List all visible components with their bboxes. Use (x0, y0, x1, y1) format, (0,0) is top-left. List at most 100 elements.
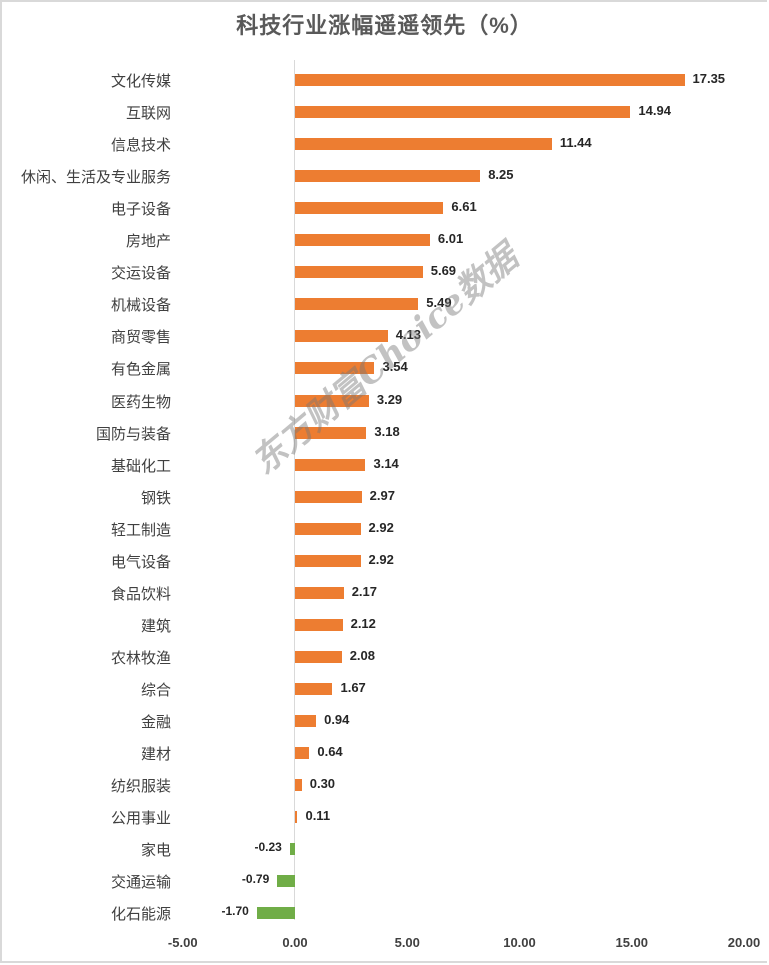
bar-positive (295, 522, 361, 535)
data-label: 2.17 (351, 583, 378, 599)
data-label: 11.44 (559, 135, 592, 151)
category-label: 电子设备 (110, 201, 171, 219)
bar-row: 轻工制造 2.92 (0, 513, 769, 545)
bar-row: 基础化工 3.14 (0, 449, 769, 481)
bar-row: 化石能源 -1.70 (0, 897, 769, 929)
category-label: 金融 (140, 714, 171, 731)
data-label: 0.64 (317, 744, 343, 760)
x-tick-label: -5.00 (167, 935, 198, 950)
category-label: 商贸零售 (110, 329, 171, 347)
zero-axis-line (294, 60, 295, 920)
data-label: 3.18 (374, 423, 400, 439)
bar-positive (295, 682, 333, 695)
data-label: 1.67 (340, 679, 366, 695)
category-label: 交运设备 (110, 265, 171, 283)
bar-row: 纺织服装 0.30 (0, 769, 769, 801)
category-label: 家电 (140, 842, 171, 860)
category-label: 国防与装备 (95, 425, 171, 443)
data-label: 4.13 (395, 327, 422, 343)
bar-positive (295, 330, 388, 343)
bar-row: 钢铁 2.97 (0, 481, 769, 513)
data-label: 0.11 (305, 808, 331, 824)
bar-positive (295, 298, 419, 311)
bar-row: 交通运输 -0.79 (0, 865, 769, 897)
category-label: 电气设备 (110, 553, 171, 571)
category-label: 化石能源 (110, 906, 171, 924)
bar-row: 医药生物 3.29 (0, 385, 769, 417)
bar-positive (295, 458, 366, 471)
bar-row: 建材 0.64 (0, 737, 769, 769)
category-label: 纺织服装 (110, 778, 171, 796)
data-label: 0.94 (324, 712, 350, 727)
category-label: 农林牧渔 (110, 649, 171, 667)
category-label: 文化传媒 (110, 73, 171, 90)
bar-row: 信息技术 11.44 (0, 128, 769, 160)
bar-row: 有色金属 3.54 (0, 352, 769, 384)
bar-row: 食品饮料 2.17 (0, 577, 769, 609)
bar-row: 公用事业 0.11 (0, 801, 769, 833)
bar-row: 建筑 2.12 (0, 609, 769, 641)
bar-positive (295, 362, 375, 375)
data-label: 3.14 (373, 455, 399, 471)
data-label: 2.92 (368, 519, 394, 535)
bar-positive (295, 586, 344, 599)
bar-positive (295, 554, 361, 567)
data-label: -1.70 (221, 904, 249, 919)
bar-positive (295, 74, 685, 86)
bar-positive (295, 715, 317, 727)
bar-positive (295, 106, 631, 119)
category-label: 建材 (140, 746, 171, 764)
category-label: 互联网 (125, 105, 171, 123)
x-tick-label: 5.00 (394, 935, 420, 950)
bar-positive (295, 234, 430, 247)
bar-row: 互联网 14.94 (0, 96, 769, 128)
category-label: 有色金属 (110, 361, 171, 379)
bar-negative (256, 907, 295, 920)
x-tick-label: 10.00 (503, 935, 536, 950)
bar-positive (295, 811, 298, 824)
category-label: 综合 (140, 681, 171, 699)
category-label: 建筑 (140, 617, 171, 635)
data-label: 3.54 (382, 359, 408, 375)
data-label: 17.35 (692, 71, 726, 86)
bar-row: 国防与装备 3.18 (0, 417, 769, 449)
category-label: 房地产 (125, 233, 171, 251)
bar-positive (295, 747, 310, 760)
category-label: 公用事业 (110, 810, 171, 828)
chart-title: 科技行业涨幅遥遥领先（%） (236, 13, 533, 38)
bar-positive (295, 490, 362, 503)
data-label: 2.92 (368, 551, 394, 567)
data-label: -0.23 (254, 840, 282, 855)
data-label: 3.29 (376, 391, 403, 407)
bar-row: 电子设备 6.61 (0, 192, 769, 224)
bar-positive (295, 138, 552, 151)
bar-positive (295, 426, 367, 439)
data-label: 2.08 (349, 647, 375, 663)
bar-positive (295, 618, 343, 631)
bar-positive (295, 170, 481, 183)
bar-row: 电气设备 2.92 (0, 545, 769, 577)
bar-negative (277, 875, 295, 888)
bar-positive (295, 394, 369, 407)
data-label: 2.97 (369, 487, 395, 503)
bar-positive (295, 202, 444, 215)
x-tick-label: 15.00 (615, 935, 649, 950)
bar-row: 房地产 6.01 (0, 224, 769, 256)
data-label: 5.69 (430, 263, 457, 279)
bar-row: 休闲、生活及专业服务 8.25 (0, 160, 769, 192)
bar-row: 农林牧渔 2.08 (0, 641, 769, 673)
bar-row: 机械设备 5.49 (0, 288, 769, 320)
data-label: 14.94 (638, 103, 671, 119)
bar-row: 商贸零售 4.13 (0, 320, 769, 352)
category-label: 轻工制造 (110, 521, 171, 539)
bar-positive (295, 779, 302, 792)
category-label: 机械设备 (110, 297, 171, 315)
category-label: 医药生物 (110, 393, 171, 411)
data-label: -0.79 (241, 872, 270, 887)
bar-row: 交运设备 5.69 (0, 256, 769, 288)
data-label: 2.12 (350, 615, 376, 631)
data-label: 6.61 (451, 199, 477, 215)
bar-row: 文化传媒 17.35 (0, 64, 769, 96)
